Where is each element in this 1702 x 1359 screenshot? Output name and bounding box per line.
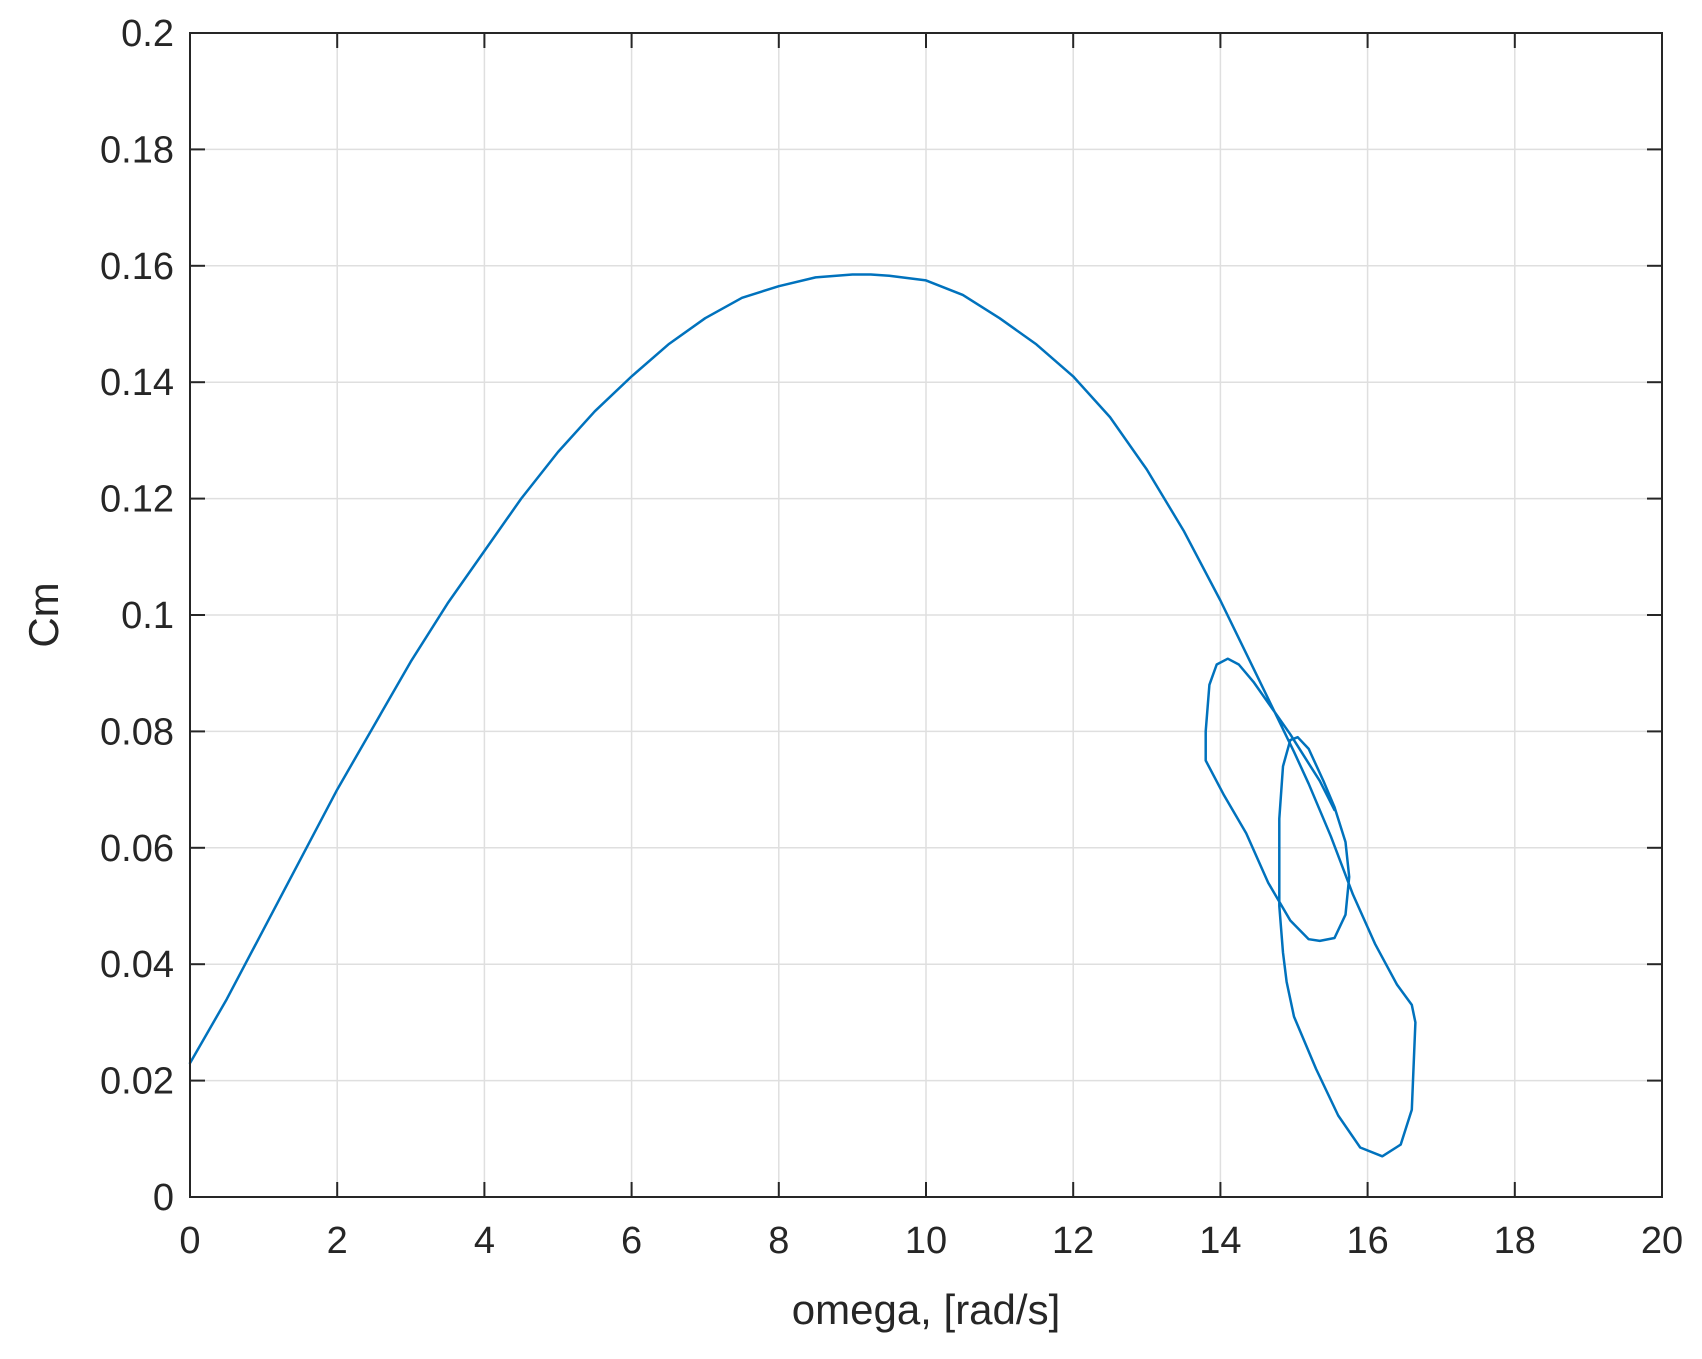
tick-marks — [189, 32, 1663, 1198]
x-tick-label: 0 — [179, 1220, 200, 1262]
y-tick-labels: 0 0.02 0.04 0.06 0.08 0.1 0.12 0.14 0.16 0.18 0.2 — [100, 13, 174, 1219]
y-tick-label: 0.12 — [100, 479, 174, 521]
x-tick-label: 18 — [1494, 1220, 1536, 1262]
x-tick-label: 4 — [474, 1220, 495, 1262]
y-tick-label: 0.04 — [100, 944, 174, 986]
x-tick-labels: 0 2 4 6 8 10 12 14 16 18 20 — [179, 1220, 1683, 1262]
y-tick-label: 0.2 — [121, 13, 174, 55]
series-line — [188, 273, 1417, 1158]
series-layer — [188, 273, 1417, 1158]
x-tick-label: 16 — [1346, 1220, 1388, 1262]
x-tick-label: 10 — [905, 1220, 947, 1262]
x-tick-label: 12 — [1052, 1220, 1094, 1262]
y-tick-label: 0 — [153, 1177, 174, 1219]
y-tick-label: 0.1 — [121, 595, 174, 637]
x-tick-label: 20 — [1641, 1220, 1683, 1262]
x-tick-label: 2 — [327, 1220, 348, 1262]
y-axis-label: Cm — [20, 582, 67, 647]
x-tick-label: 8 — [768, 1220, 789, 1262]
x-tick-label: 14 — [1199, 1220, 1241, 1262]
y-tick-label: 0.18 — [100, 129, 174, 171]
x-axis-label: omega, [rad/s] — [792, 1286, 1060, 1333]
y-tick-label: 0.14 — [100, 362, 174, 404]
y-tick-label: 0.08 — [100, 711, 174, 753]
x-tick-label: 6 — [621, 1220, 642, 1262]
y-tick-label: 0.06 — [100, 828, 174, 870]
y-tick-label: 0.16 — [100, 246, 174, 288]
y-tick-label: 0.02 — [100, 1061, 174, 1103]
